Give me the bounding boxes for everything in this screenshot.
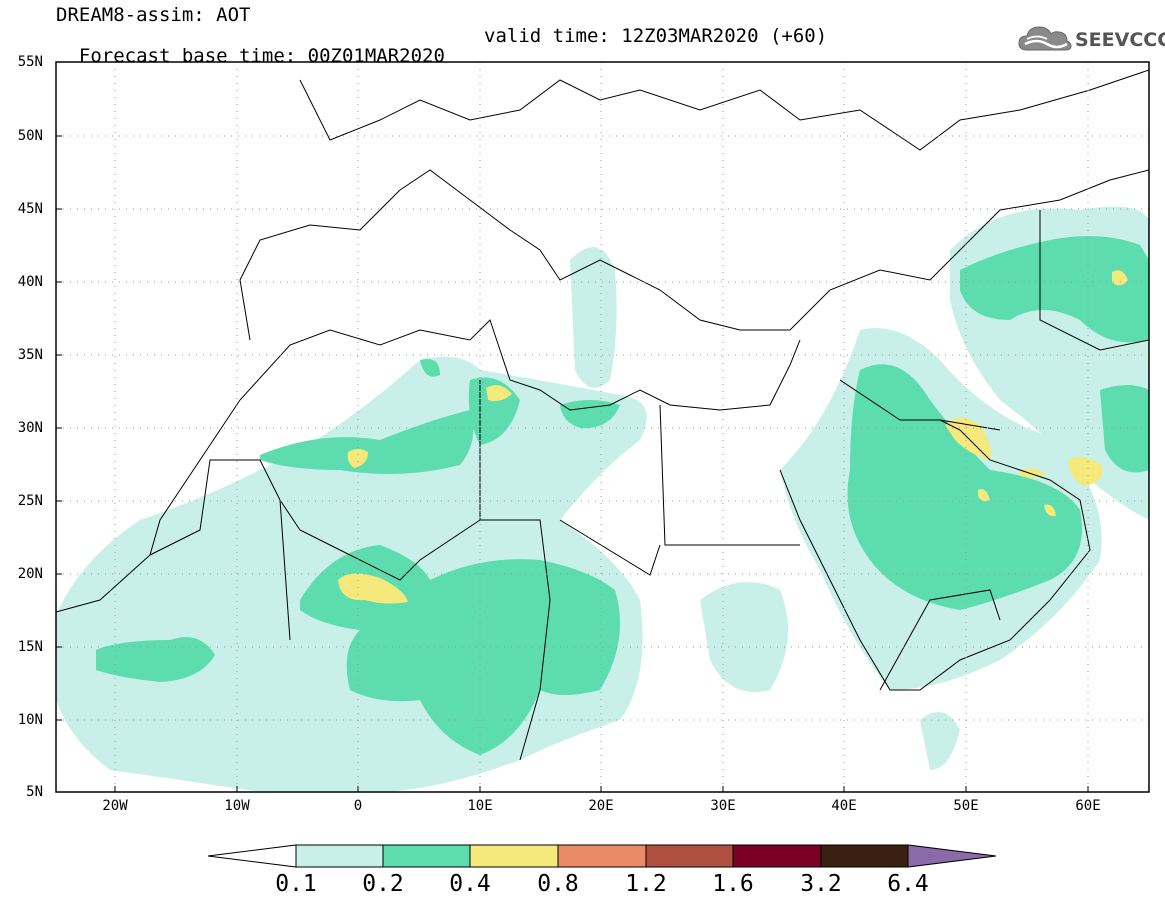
colorbar-bin-3 [469, 844, 559, 868]
colorbar-tick-label: 0.4 [449, 871, 491, 897]
lat-label: 40N [17, 274, 43, 290]
lon-label: 20E [588, 798, 614, 814]
lon-label: 10E [467, 798, 493, 814]
colorbar-tick-label: 0.2 [362, 871, 404, 897]
valid-time: valid time: 12Z03MAR2020 (+60) [484, 25, 828, 47]
colorbar-tick-label: 1.2 [625, 871, 667, 897]
colorbar-bin-1 [295, 844, 384, 868]
colorbar-bin-7 [820, 844, 909, 868]
colorbar-upper-arrow [907, 844, 997, 868]
colorbar-bin-2 [382, 844, 471, 868]
forecast-times: Forecast base time: 00Z01MAR2020 valid t… [56, 26, 827, 86]
lon-label: 0 [353, 798, 363, 814]
seevccc-logo: SEEVCCC [1017, 22, 1165, 58]
colorbar-tick-label: 1.6 [712, 871, 754, 897]
colorbar-tick-label: 0.1 [275, 871, 317, 897]
colorbar-bin-6 [732, 844, 822, 868]
logo-text: SEEVCCC [1075, 29, 1165, 51]
lat-label: 45N [17, 201, 43, 217]
lat-label: 20N [17, 566, 43, 582]
lat-label: 55N [17, 54, 43, 70]
graticule [56, 62, 1149, 792]
lat-label: 35N [17, 347, 43, 363]
lon-label: 30E [710, 798, 736, 814]
lon-label: 20W [102, 798, 128, 814]
colorbar-bin-4 [557, 844, 647, 868]
map-frame [55, 61, 1150, 793]
product-title: DREAM8-assim: AOT [56, 4, 251, 26]
lon-label: 60E [1075, 798, 1101, 814]
lat-label: 50N [17, 128, 43, 144]
lat-label: 5N [26, 784, 43, 800]
lon-label: 10W [224, 798, 250, 814]
axis-ticks [56, 61, 1089, 793]
lat-label: 25N [17, 493, 43, 509]
lon-label: 40E [831, 798, 857, 814]
coastlines [56, 69, 1149, 761]
colorbar-tick-label: 6.4 [887, 871, 929, 897]
colorbar-tick-label: 3.2 [800, 871, 842, 897]
lat-label: 10N [17, 712, 43, 728]
aot-field [56, 206, 1149, 792]
colorbar [207, 844, 997, 868]
lon-label: 50E [953, 798, 979, 814]
colorbar-tick-label: 0.8 [537, 871, 579, 897]
colorbar-lower-arrow [207, 844, 297, 868]
colorbar-bin-5 [645, 844, 734, 868]
lat-label: 15N [17, 639, 43, 655]
lat-label: 30N [17, 420, 43, 436]
base-time: Forecast base time: 00Z01MAR2020 [78, 45, 445, 67]
cloud-icon [1018, 26, 1072, 51]
